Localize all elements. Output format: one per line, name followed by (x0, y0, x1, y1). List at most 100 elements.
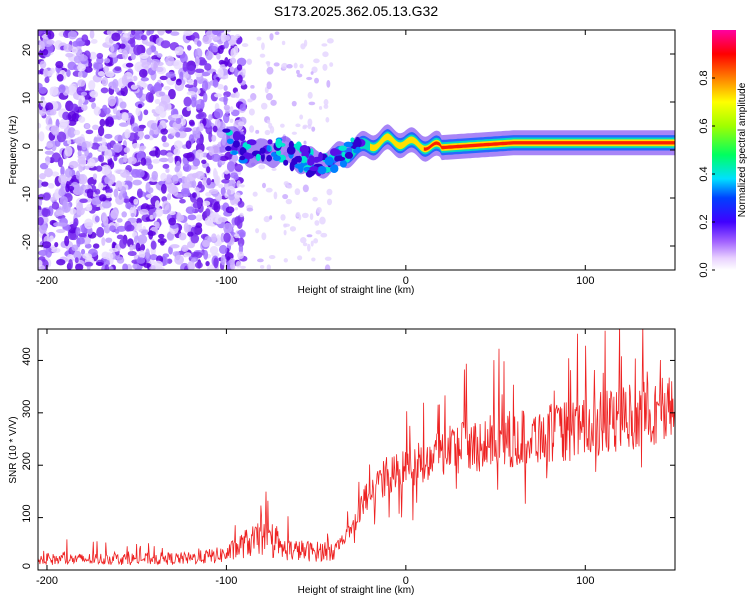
spectrogram-noise-cell (78, 174, 88, 185)
snr-xtick-label: 100 (576, 575, 594, 587)
spectrogram-noise-cell (147, 163, 154, 170)
spectrogram-noise-cell (118, 157, 125, 165)
spectrogram-noise-cell (110, 209, 119, 219)
spectrogram-noise-cell (39, 162, 49, 170)
spectrogram-noise-cell (79, 198, 88, 203)
spectrogram-noise-cell (67, 30, 78, 40)
spectrogram-noise-cell (60, 165, 65, 177)
spectrogram-noise-cell (135, 242, 141, 252)
spectrogram-noise-cell (283, 223, 291, 227)
spectrogram-noise-cell (130, 84, 138, 90)
spectrogram-noise-cell (324, 264, 331, 270)
spectrogram-noise-cell (208, 189, 219, 195)
spectrogram-noise-cell (239, 103, 247, 111)
spectrogram-noise-cell (231, 154, 237, 163)
spectrogram-ridge-cell (255, 153, 261, 162)
colorbar-tick-label: 0.8 (698, 70, 710, 85)
spectrogram-noise-cell (38, 249, 48, 257)
spectrogram-noise-cell (190, 258, 197, 263)
snr-xtick-label: -100 (215, 575, 237, 587)
spectrogram-noise-cell (77, 71, 83, 78)
spectrogram-noise-cell (66, 253, 74, 261)
spectrogram-noise-cell (137, 130, 145, 138)
spectrogram-noise-cell (318, 106, 323, 110)
spectrogram-noise-cell (49, 109, 57, 116)
colorbar-tick-label: 0.2 (698, 214, 710, 229)
spectrogram-noise-cell (218, 59, 226, 65)
spectrogram-noise-cell (80, 91, 88, 96)
spectrogram-noise-cell (108, 53, 118, 58)
spectrogram-ridge-cell (239, 134, 246, 142)
snr-xtick-label: -200 (36, 575, 58, 587)
spectrogram-noise-cell (195, 214, 203, 222)
spectrogram-ridge-cell (338, 145, 347, 151)
spectrogram-noise-cell (202, 200, 211, 207)
spectrogram-noise-cell (170, 31, 180, 36)
spectrogram-noise-cell (86, 188, 94, 199)
spectrogram-noise-cell (233, 233, 240, 239)
spectrogram-noise-cell (130, 30, 136, 36)
spectrogram-noise-cell (179, 198, 186, 204)
spectrogram-noise-cell (197, 56, 206, 66)
snr-ytick-label: 100 (21, 504, 33, 522)
spectrogram-ridge-cell (341, 151, 346, 158)
spectrogram-noise-cell (111, 32, 121, 42)
spectrogram-noise-cell (116, 234, 124, 240)
spectrogram-noise-cell (224, 169, 230, 175)
spectrogram-ridge-cell (287, 147, 295, 155)
spectrogram-noise-cell (58, 188, 65, 197)
spectrogram-noise-cell (188, 119, 195, 126)
spectrogram-noise-cell (91, 197, 101, 206)
spectrogram-noise-cell (283, 258, 288, 263)
spectrogram-noise-cell (187, 260, 196, 270)
spectrogram-noise-cell (125, 202, 132, 209)
spectrogram-noise-cell (135, 169, 145, 178)
spectrogram-noise-cell (154, 221, 160, 229)
spectrogram-noise-cell (165, 177, 173, 189)
spectrogram-noise-cell (80, 248, 86, 255)
spectrogram-noise-cell (242, 68, 246, 76)
spectrogram-noise-cell (195, 222, 203, 229)
spectrogram-noise-cell (200, 99, 205, 110)
spectrogram-noise-cell (282, 193, 289, 200)
spectrogram-noise-cell (202, 118, 207, 127)
spectrogram-noise-cell (205, 50, 213, 61)
spectrogram-noise-cell (311, 126, 316, 132)
spectrogram-ridge-cell (289, 161, 295, 172)
spectrogram-noise-cell (93, 62, 104, 70)
spectrogram-noise-cell (183, 222, 189, 233)
spectrogram-noise-cell (283, 181, 289, 186)
spectrogram-noise-cell (101, 237, 106, 246)
spectrogram-noise-cell (266, 119, 271, 125)
spectrogram-noise-cell (45, 102, 54, 112)
spectrogram-noise-cell (152, 212, 157, 219)
spectrogram-noise-cell (236, 57, 247, 67)
spectrogram-noise-cell (84, 165, 90, 170)
spectrogram-noise-cell (174, 254, 184, 265)
spectrogram-noise-cell (44, 150, 54, 155)
spectrogram-noise-cell (319, 216, 326, 225)
spectrogram-noise-cell (109, 225, 116, 232)
spectrogram-noise-cell (45, 247, 53, 258)
spectrogram-ridge-cell (275, 138, 283, 149)
spectrogram-noise-cell (40, 99, 46, 107)
spectrogram-noise-cell (67, 139, 72, 145)
spectrogram-noise-cell (146, 48, 152, 56)
spectrogram-noise-cell (90, 38, 98, 44)
spectrogram-noise-cell (88, 80, 96, 91)
spectrogram-noise-cell (114, 87, 120, 93)
spectrogram-noise-cell (233, 45, 239, 56)
spectrogram-noise-cell (64, 235, 70, 247)
spectrogram-noise-cell (223, 85, 228, 92)
spectrogram-noise-cell (195, 103, 202, 111)
spectrogram-noise-cell (237, 121, 245, 126)
spectrogram-noise-cell (302, 125, 307, 130)
spectrogram-noise-cell (158, 233, 165, 239)
spectrogram-noise-cell (173, 140, 184, 150)
colorbar: 0.0 0.2 0.4 0.6 0.8 Normalized spectral ampl… (698, 30, 748, 278)
spectrogram-noise-cell (220, 254, 226, 266)
snr-axes: -200 -100 0 100 0 100 200 300 400 (21, 329, 675, 587)
spectrogram-noise-cell (122, 263, 129, 270)
spectrogram-noise-cell (249, 125, 255, 133)
spectrogram-ridge-cell (335, 156, 346, 161)
